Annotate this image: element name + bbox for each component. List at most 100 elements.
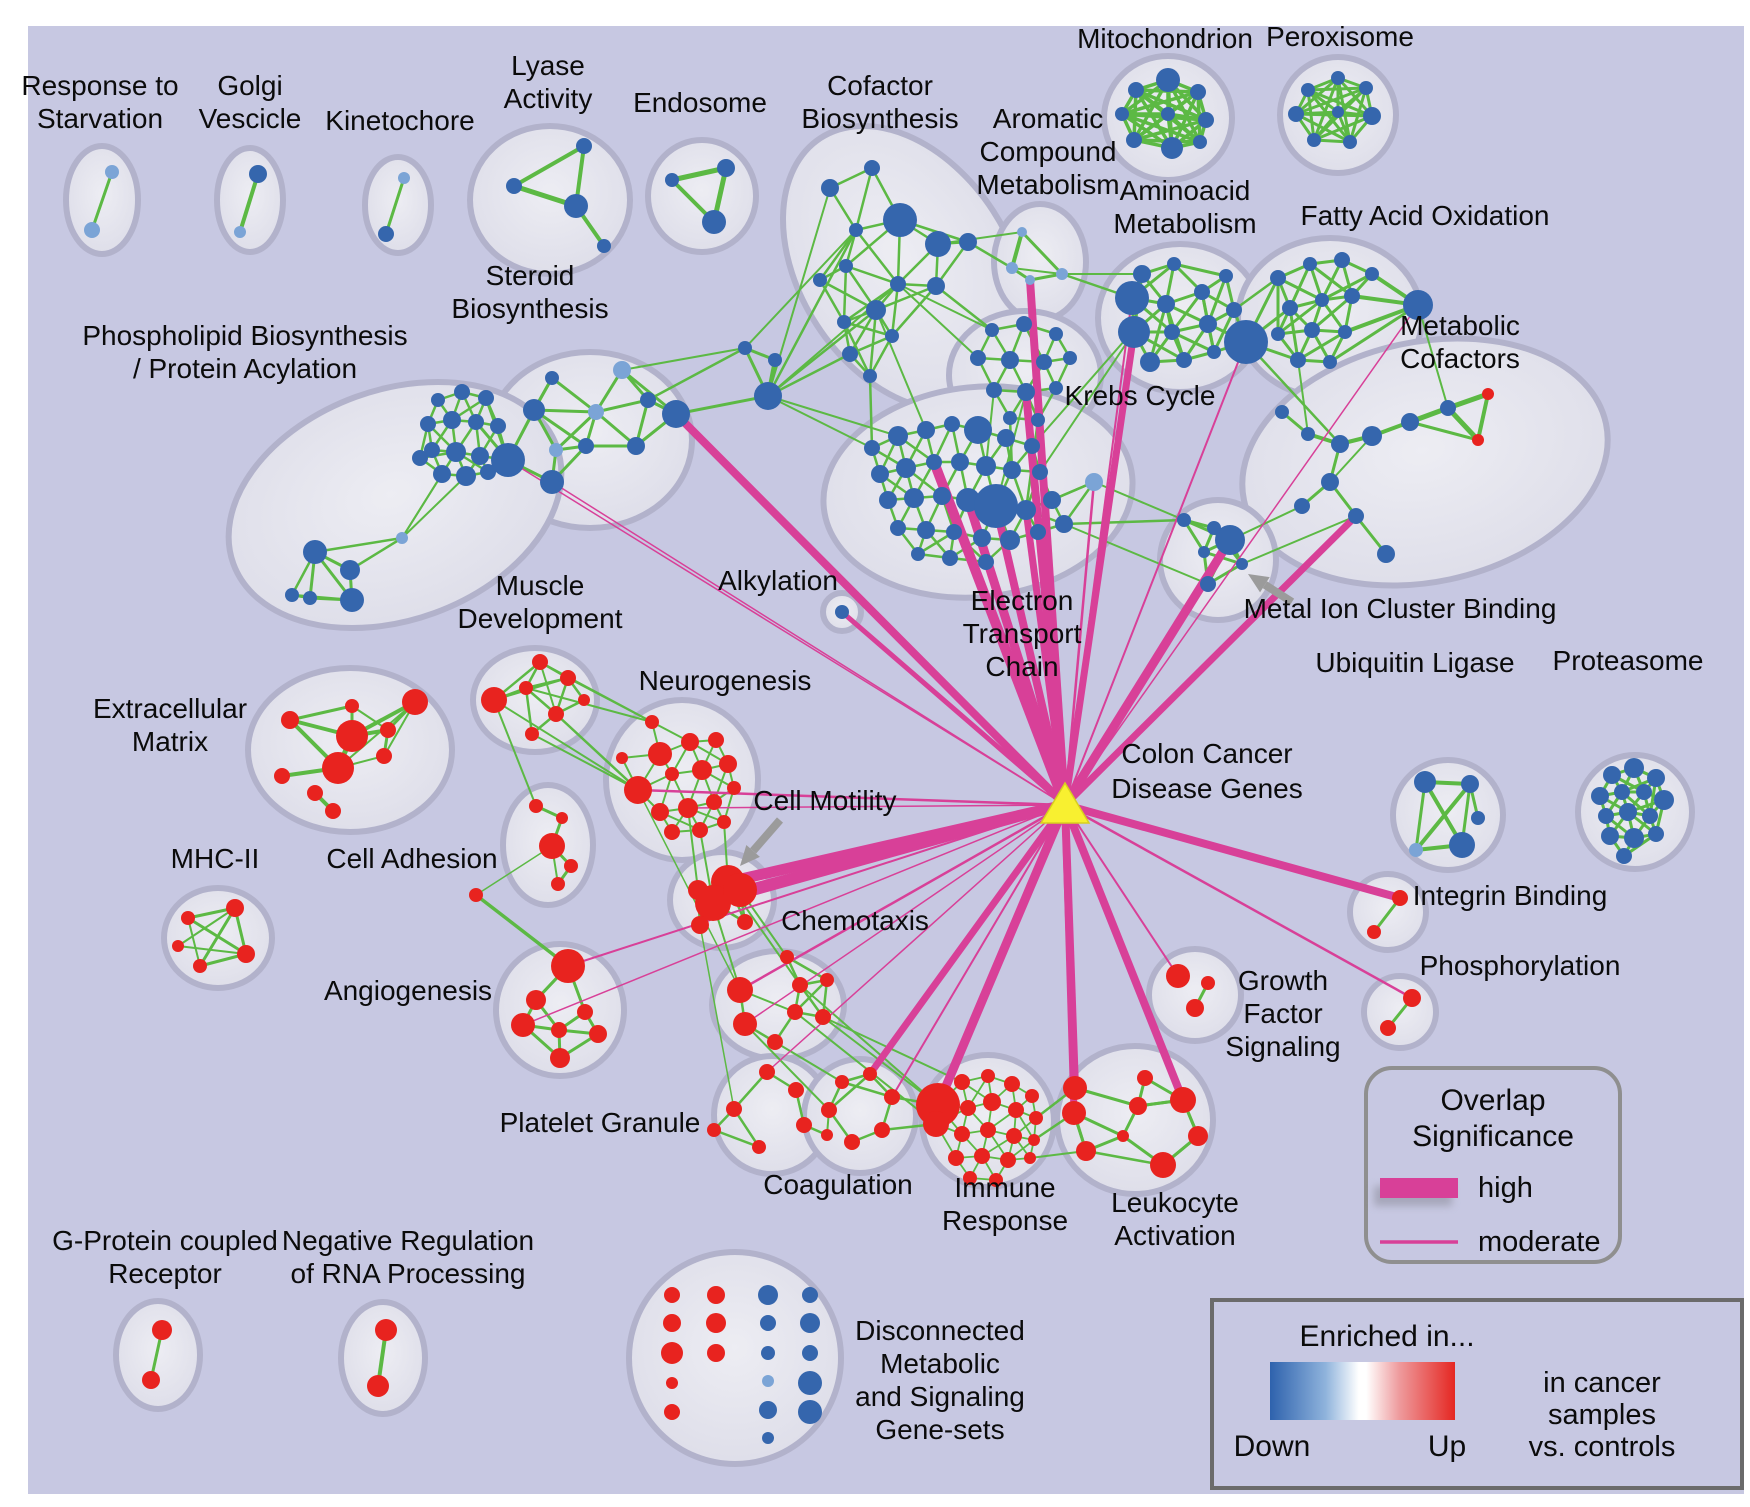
node-cofactor-biosynthesis-11[interactable]	[837, 315, 851, 329]
node-leukocyte-activation-3[interactable]	[1117, 1130, 1129, 1142]
node-disconnected-gene-sets-12[interactable]	[759, 1401, 777, 1419]
node-mitochondrion-4[interactable]	[1161, 107, 1175, 121]
node-disconnected-gene-sets-5[interactable]	[707, 1286, 725, 1304]
node-disconnected-gene-sets-0[interactable]	[664, 1287, 680, 1303]
node-electron-transport-chain-4[interactable]	[964, 416, 992, 444]
node-endosome-1[interactable]	[717, 159, 735, 177]
node-metal-ion-cluster-binding-3[interactable]	[1198, 546, 1210, 558]
node-phospholipid-biosynthesis-protein-acylation-19[interactable]	[340, 588, 364, 612]
node-electron-transport-chain-5[interactable]	[997, 429, 1015, 447]
node-platelet-granule-5[interactable]	[821, 1129, 833, 1141]
node-electron-transport-chain-30[interactable]	[1055, 515, 1073, 533]
node-peroxisome-2[interactable]	[1359, 81, 1373, 95]
node-krebs-cycle-0[interactable]	[985, 323, 999, 337]
node-phospholipid-biosynthesis-protein-acylation-3[interactable]	[420, 416, 436, 432]
node-metabolic-cofactors-7[interactable]	[1472, 434, 1484, 446]
node-disconnected-gene-sets-1[interactable]	[663, 1314, 681, 1332]
node-steroid-biosynthesis-1[interactable]	[613, 361, 631, 379]
node-angiogenesis-6[interactable]	[550, 1048, 570, 1068]
node-mitochondrion-3[interactable]	[1115, 107, 1129, 121]
node-neurogenesis-9[interactable]	[706, 794, 722, 810]
node-electron-transport-chain-9[interactable]	[926, 454, 942, 470]
node-neurogenesis-10[interactable]	[727, 781, 741, 795]
node-electron-transport-chain-7[interactable]	[871, 465, 889, 483]
node-immune-response-18[interactable]	[963, 1171, 977, 1185]
node-steroid-cofactor-bridge-0[interactable]	[738, 341, 752, 355]
node-mitochondrion-6[interactable]	[1126, 132, 1142, 148]
node-coagulation-2[interactable]	[884, 1089, 900, 1105]
node-peroxisome-0[interactable]	[1331, 71, 1345, 85]
node-muscle-development-1[interactable]	[481, 687, 507, 713]
node-fatty-acid-oxidation-1[interactable]	[1303, 257, 1317, 271]
node-phospholipid-biosynthesis-protein-acylation-0[interactable]	[431, 393, 445, 407]
node-proteasome-6[interactable]	[1654, 790, 1674, 810]
node-growth-factor-signaling-0[interactable]	[1166, 964, 1190, 988]
node-endosome-0[interactable]	[665, 173, 679, 187]
node-negative-regulation-of-rna-processing-0[interactable]	[375, 1319, 397, 1341]
node-mhc-ii-3[interactable]	[193, 959, 207, 973]
node-muscle-development-5[interactable]	[525, 727, 539, 741]
node-mitochondrion-5[interactable]	[1198, 112, 1214, 128]
node-disconnected-gene-sets-6[interactable]	[706, 1313, 726, 1333]
node-disconnected-gene-sets-10[interactable]	[761, 1346, 775, 1360]
node-platelet-granule-6[interactable]	[707, 1123, 721, 1137]
node-phospholipid-biosynthesis-protein-acylation-4[interactable]	[443, 411, 461, 429]
node-angiogenesis-3[interactable]	[551, 1022, 567, 1038]
node-proteasome-2[interactable]	[1647, 769, 1665, 787]
node-extracellular-matrix-9[interactable]	[325, 803, 341, 819]
node-aromatic-compound-metabolism-0[interactable]	[1017, 227, 1027, 237]
node-aminoacid-metabolism-7[interactable]	[1164, 324, 1180, 340]
node-aminoacid-metabolism-6[interactable]	[1118, 316, 1150, 348]
node-mhc-ii-2[interactable]	[237, 945, 255, 963]
node-immune-response-2[interactable]	[954, 1074, 970, 1090]
node-extracellular-matrix-5[interactable]	[376, 748, 392, 764]
node-steroid-biosynthesis-9[interactable]	[540, 470, 564, 494]
node-immune-response-11[interactable]	[980, 1122, 996, 1138]
node-cofactor-biosynthesis-10[interactable]	[866, 300, 886, 320]
node-response-to-starvation-0[interactable]	[105, 165, 119, 179]
node-chemotaxis-6[interactable]	[780, 950, 794, 964]
node-cell-adhesion-1[interactable]	[556, 812, 568, 824]
node-phospholipid-biosynthesis-protein-acylation-18[interactable]	[303, 591, 317, 605]
node-chemotaxis-3[interactable]	[792, 977, 808, 993]
node-electron-transport-chain-25[interactable]	[1000, 530, 1020, 550]
node-cell-adhesion-3[interactable]	[564, 859, 578, 873]
node-phospholipid-biosynthesis-protein-acylation-16[interactable]	[303, 540, 327, 564]
node-krebs-cycle-6[interactable]	[1063, 351, 1077, 365]
node-immune-response-6[interactable]	[960, 1100, 976, 1116]
node-metabolic-cofactors-3[interactable]	[1362, 426, 1382, 446]
node-krebs-cycle-5[interactable]	[1036, 354, 1052, 370]
node-muscle-development-3[interactable]	[560, 670, 576, 686]
node-electron-transport-chain-10[interactable]	[951, 453, 969, 471]
node-immune-response-14[interactable]	[948, 1150, 964, 1166]
node-proteasome-10[interactable]	[1601, 827, 1619, 845]
node-disconnected-gene-sets-14[interactable]	[802, 1287, 818, 1303]
node-steroid-biosynthesis-2[interactable]	[640, 392, 656, 408]
node-leukocyte-activation-0[interactable]	[1063, 1076, 1087, 1100]
node-chemotaxis-2[interactable]	[787, 1004, 803, 1020]
node-fatty-acid-oxidation-9[interactable]	[1304, 322, 1320, 338]
node-endosome-2[interactable]	[702, 210, 726, 234]
node-lyase-activity-2[interactable]	[564, 194, 588, 218]
node-fatty-acid-oxidation-5[interactable]	[1315, 293, 1329, 307]
node-mitochondrion-2[interactable]	[1190, 84, 1206, 100]
node-metabolic-cofactors-2[interactable]	[1331, 435, 1349, 453]
node-metabolic-cofactors-4[interactable]	[1401, 413, 1419, 431]
node-immune-response-16[interactable]	[1000, 1152, 1016, 1168]
node-cell-adhesion-2[interactable]	[539, 833, 565, 859]
node-phospholipid-biosynthesis-protein-acylation-10[interactable]	[433, 465, 451, 483]
node-cofactor-biosynthesis-3[interactable]	[849, 223, 863, 237]
node-electron-transport-chain-3[interactable]	[944, 416, 960, 432]
node-proteasome-11[interactable]	[1624, 828, 1644, 848]
node-integrin-binding-0[interactable]	[1392, 890, 1408, 906]
node-metal-ion-cluster-binding-4[interactable]	[1200, 576, 1216, 592]
node-chemotaxis-4[interactable]	[815, 1009, 831, 1025]
node-electron-transport-chain-22[interactable]	[917, 521, 935, 539]
node-electron-transport-chain-2[interactable]	[917, 421, 935, 439]
node-immune-response-4[interactable]	[1004, 1076, 1020, 1092]
node-phosphorylation-1[interactable]	[1380, 1020, 1396, 1036]
node-electron-transport-chain-29[interactable]	[978, 554, 994, 570]
node-platelet-granule-2[interactable]	[726, 1101, 742, 1117]
node-cell-motility-5[interactable]	[737, 914, 753, 930]
node-phospholipid-biosynthesis-protein-acylation-7[interactable]	[424, 442, 440, 458]
